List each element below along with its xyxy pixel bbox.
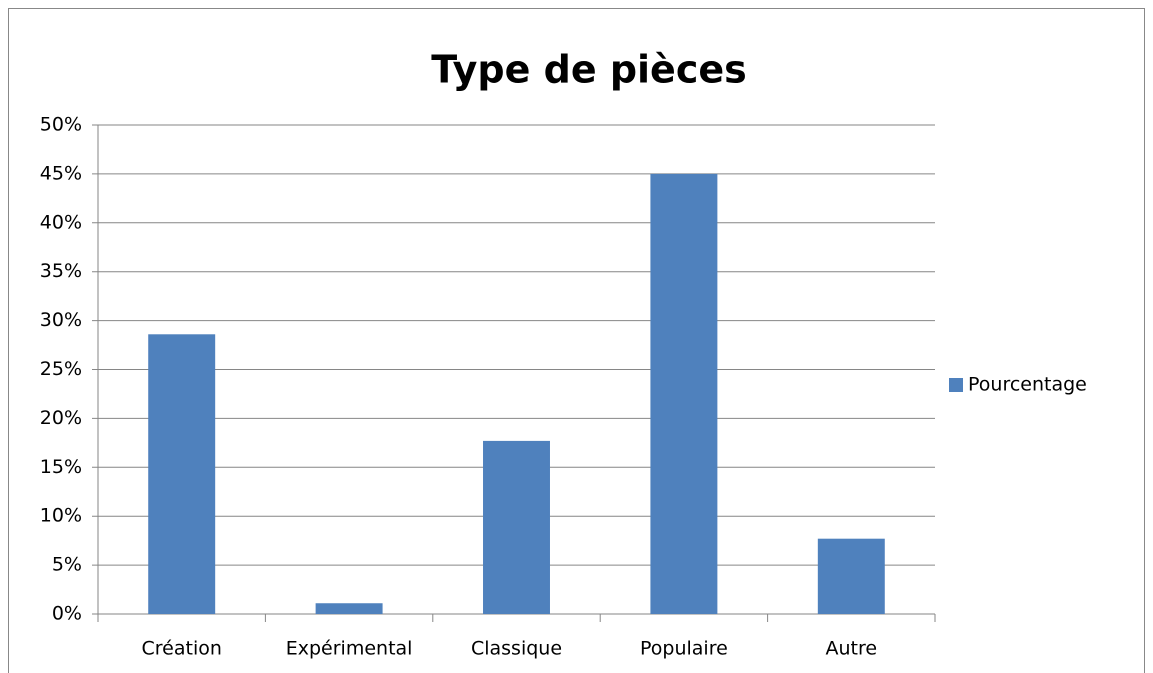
x-tick-label: Expérimental (286, 638, 413, 660)
y-tick-label: 10% (40, 505, 82, 527)
y-tick-label: 30% (40, 309, 82, 331)
x-tick-label: Populaire (640, 638, 728, 660)
y-tick-label: 0% (52, 603, 82, 625)
x-tick-label: Classique (471, 638, 562, 660)
x-tick-label: Autre (826, 638, 878, 660)
y-tick-label: 20% (40, 407, 82, 429)
y-tick-label: 5% (52, 554, 82, 576)
x-tick-label: Création (142, 638, 222, 660)
bar (483, 440, 550, 614)
y-tick-label: 40% (40, 211, 82, 233)
bar (315, 603, 383, 614)
legend-swatch (949, 378, 963, 392)
y-tick-label: 15% (40, 456, 82, 478)
y-tick-label: 45% (40, 162, 82, 184)
bar (148, 334, 216, 614)
legend-label: Pourcentage (968, 374, 1087, 396)
y-tick-label: 50% (40, 114, 82, 136)
chart-title: Type de pièces (431, 48, 747, 92)
bar (650, 173, 718, 614)
bar (817, 538, 885, 614)
y-tick-label: 25% (40, 358, 82, 380)
y-tick-label: 35% (40, 260, 82, 282)
